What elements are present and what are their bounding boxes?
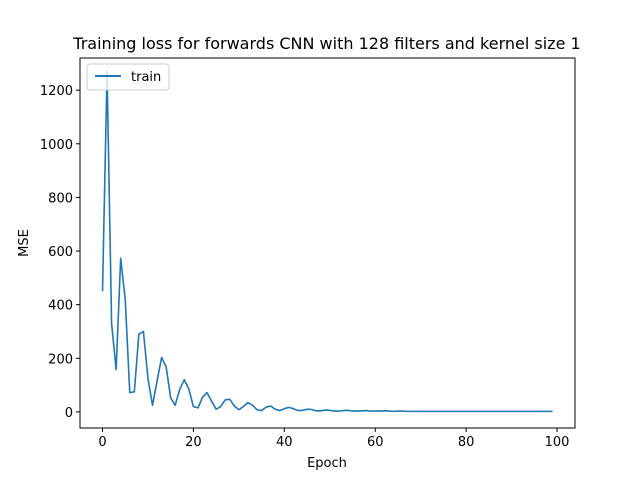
x-axis-label: Epoch [307,456,347,471]
legend: train [86,63,170,91]
x-tick-label: 40 [276,435,293,450]
y-axis-label: MSE [17,229,32,257]
x-tick-label: 80 [458,435,475,450]
y-tick-label: 1000 [40,138,73,153]
chart-title: Training loss for forwards CNN with 128 … [72,34,580,53]
y-tick-label: 600 [48,245,73,260]
series-line-train [101,70,553,413]
x-tick-label: 20 [185,435,202,450]
y-tick-label: 1200 [40,84,73,99]
y-tick-label: 400 [48,299,73,314]
y-tick-label: 0 [65,406,73,421]
x-tick-label: 100 [545,435,570,450]
x-tick-label: 0 [98,435,106,450]
legend-label-train: train [131,70,161,85]
y-tick-label: 200 [48,352,73,367]
legend-box [86,63,170,91]
axes-frame [79,57,576,429]
x-tick-label: 60 [367,435,384,450]
y-tick-label: 800 [48,191,73,206]
